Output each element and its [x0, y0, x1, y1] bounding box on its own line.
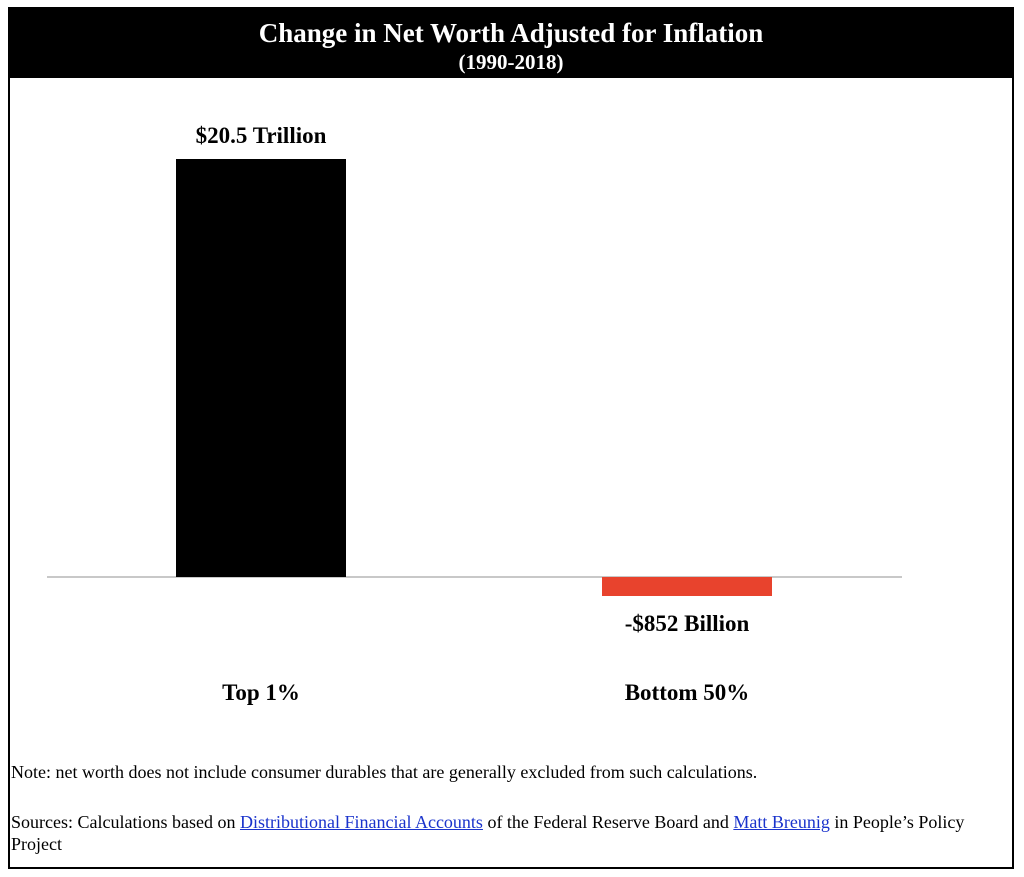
- sources-text: Sources: Calculations based on Distribut…: [11, 811, 996, 855]
- sources-suffix: in People’s Policy Project: [11, 812, 965, 854]
- chart-frame: Change in Net Worth Adjusted for Inflati…: [8, 7, 1014, 869]
- matt-breunig-link[interactable]: Matt Breunig: [733, 812, 830, 832]
- data-label: -$852 Billion: [625, 611, 750, 636]
- chart-subtitle: (1990-2018): [458, 50, 564, 74]
- data-label: $20.5 Trillion: [196, 123, 327, 148]
- chart-title: Change in Net Worth Adjusted for Inflati…: [258, 18, 764, 48]
- dfa-link[interactable]: Distributional Financial Accounts: [239, 812, 483, 832]
- category-label: Top 1%: [222, 680, 300, 705]
- sources-prefix: Sources: Calculations based on: [11, 812, 240, 832]
- footnote: Note: net worth does not include consume…: [11, 762, 758, 782]
- category-label: Bottom 50%: [625, 680, 750, 705]
- sources-middle: of the Federal Reserve Board and: [482, 812, 734, 832]
- bar-bottom-50: [602, 577, 772, 596]
- chart-header: Change in Net Worth Adjusted for Inflati…: [10, 9, 1012, 78]
- bar-top-1: [176, 159, 346, 577]
